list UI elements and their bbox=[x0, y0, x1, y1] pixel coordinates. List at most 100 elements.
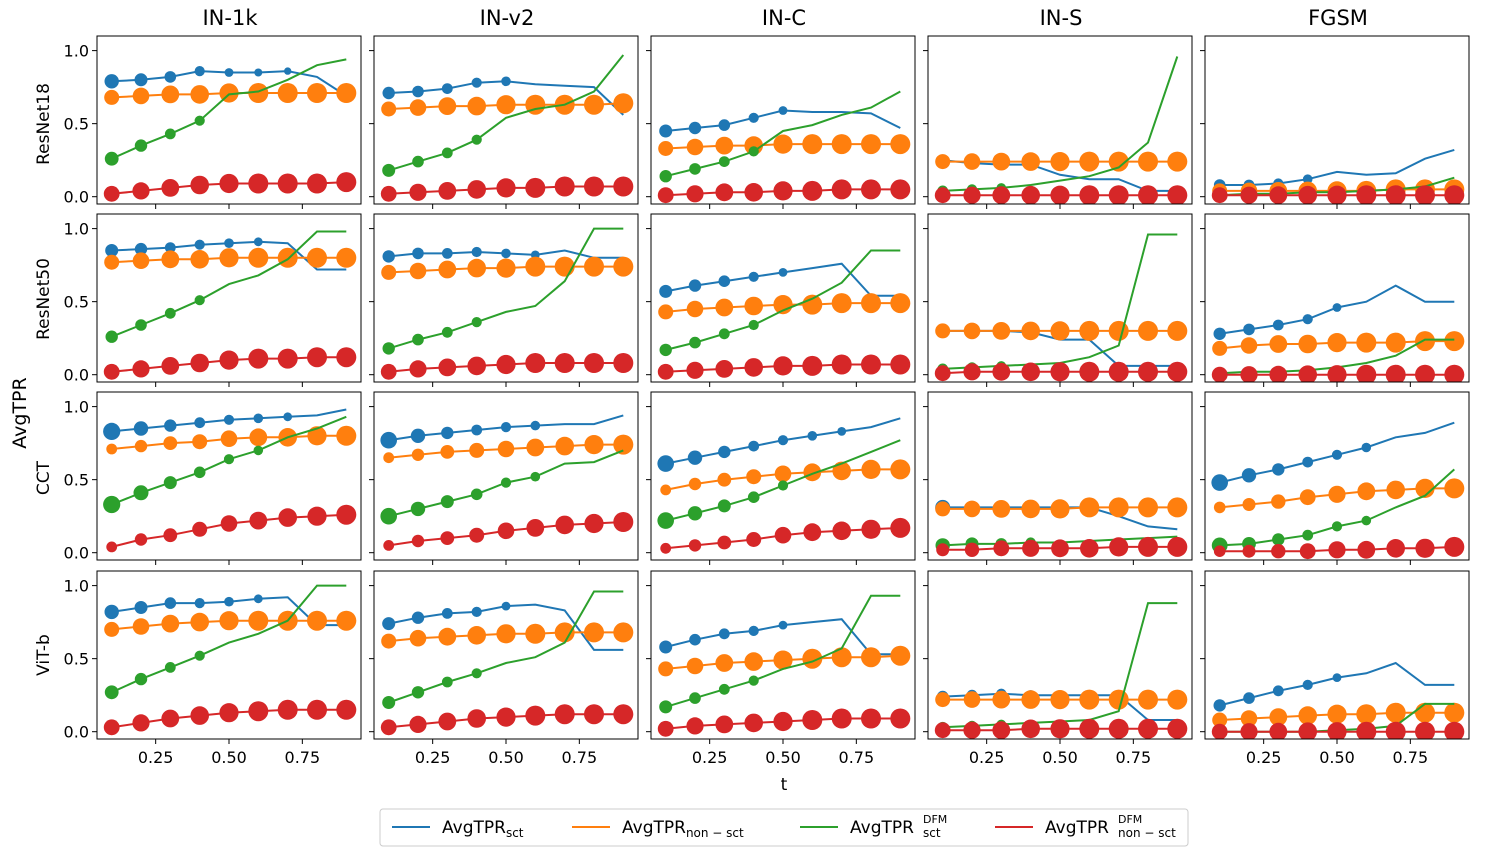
data-point-dfm-non-sct bbox=[1240, 186, 1258, 204]
data-point-dfm-non-sct bbox=[1050, 362, 1070, 382]
data-point-dfm-non-sct bbox=[1444, 185, 1465, 204]
data-point-non-sct bbox=[134, 439, 148, 453]
data-point-sct bbox=[1302, 679, 1313, 691]
data-point-dfm-non-sct bbox=[1298, 365, 1317, 382]
column-title: IN-1k bbox=[202, 6, 258, 30]
data-point-non-sct bbox=[1415, 331, 1435, 352]
y-tick-label: 0.0 bbox=[64, 723, 89, 742]
data-point-non-sct bbox=[1328, 485, 1346, 503]
svg-text:AvgTPRsct: AvgTPRsct bbox=[442, 818, 524, 840]
data-point-non-sct bbox=[963, 322, 981, 340]
data-point-dfm-sct bbox=[689, 336, 701, 349]
data-point-sct bbox=[223, 414, 235, 425]
data-point-sct bbox=[441, 248, 453, 259]
legend: AvgTPRsct AvgTPRnon − sct AvgTPR DFM sct… bbox=[379, 808, 1189, 847]
data-point-non-sct bbox=[584, 435, 604, 455]
data-point-sct bbox=[718, 275, 731, 288]
data-point-dfm-non-sct bbox=[307, 347, 327, 368]
data-point-dfm-sct bbox=[659, 343, 672, 357]
data-point-dfm-sct bbox=[103, 495, 121, 514]
panel-ResNet18-IN-S bbox=[923, 35, 1193, 209]
data-point-sct bbox=[441, 83, 453, 94]
data-point-non-sct bbox=[336, 610, 357, 631]
data-point-non-sct bbox=[861, 647, 881, 668]
data-point-non-sct bbox=[161, 85, 180, 104]
data-point-non-sct bbox=[1269, 335, 1288, 353]
data-point-non-sct bbox=[1212, 712, 1228, 728]
data-point-dfm-non-sct bbox=[1357, 540, 1376, 559]
data-point-sct bbox=[224, 596, 234, 607]
data-point-dfm-non-sct bbox=[657, 363, 674, 380]
data-point-sct bbox=[1331, 449, 1343, 460]
data-point-sct bbox=[659, 284, 673, 298]
data-point-sct bbox=[224, 68, 234, 77]
data-point-sct bbox=[382, 250, 395, 263]
data-point-dfm-non-sct bbox=[525, 177, 546, 198]
x-tick-label: 0.25 bbox=[692, 748, 728, 767]
data-point-non-sct bbox=[248, 610, 269, 631]
data-point-sct bbox=[837, 427, 847, 436]
data-point-dfm-non-sct bbox=[1240, 366, 1258, 382]
legend-superscript: DFM bbox=[1118, 813, 1142, 826]
data-point-sct bbox=[253, 594, 263, 604]
data-point-non-sct bbox=[1298, 706, 1317, 725]
data-point-dfm-sct bbox=[164, 662, 176, 673]
data-point-non-sct bbox=[525, 256, 546, 277]
data-point-dfm-non-sct bbox=[496, 707, 516, 727]
data-point-sct bbox=[1272, 685, 1284, 697]
panel-CCT-FGSM bbox=[1200, 391, 1470, 565]
data-point-non-sct bbox=[992, 152, 1011, 171]
data-point-non-sct bbox=[660, 484, 672, 496]
data-point-dfm-non-sct bbox=[409, 360, 427, 378]
data-point-dfm-non-sct bbox=[525, 705, 546, 726]
data-point-dfm-non-sct bbox=[1356, 721, 1377, 739]
data-point-dfm-non-sct bbox=[613, 176, 634, 197]
data-point-non-sct bbox=[1079, 320, 1100, 341]
data-point-sct bbox=[1243, 692, 1255, 704]
data-point-dfm-sct bbox=[1272, 533, 1285, 546]
data-point-sct bbox=[104, 604, 119, 620]
data-point-sct bbox=[748, 112, 759, 123]
data-point-non-sct bbox=[861, 293, 881, 314]
y-tick-label: 0.0 bbox=[64, 544, 89, 563]
data-point-dfm-non-sct bbox=[134, 533, 148, 546]
data-point-dfm-non-sct bbox=[1211, 187, 1228, 204]
data-point-non-sct bbox=[1356, 704, 1377, 725]
data-point-dfm-sct bbox=[412, 155, 424, 168]
x-tick-label: 0.50 bbox=[765, 748, 801, 767]
plot-area bbox=[657, 594, 911, 737]
data-point-dfm-non-sct bbox=[1167, 718, 1188, 739]
data-point-dfm-non-sct bbox=[1138, 718, 1158, 739]
data-point-dfm-non-sct bbox=[219, 703, 239, 723]
data-point-dfm-sct bbox=[717, 499, 731, 513]
data-point-non-sct bbox=[715, 654, 734, 672]
data-point-non-sct bbox=[248, 83, 269, 103]
data-point-non-sct bbox=[132, 87, 150, 105]
data-point-non-sct bbox=[1050, 690, 1070, 710]
panel-ResNet18-IN-C bbox=[646, 35, 916, 209]
data-point-dfm-non-sct bbox=[890, 708, 911, 729]
data-point-sct bbox=[104, 74, 119, 89]
plot-area bbox=[103, 230, 357, 380]
data-point-dfm-sct bbox=[194, 115, 205, 126]
data-point-dfm-sct bbox=[105, 330, 118, 343]
data-point-dfm-non-sct bbox=[1213, 545, 1226, 557]
data-point-dfm-non-sct bbox=[890, 517, 911, 538]
y-tick-label: 1.0 bbox=[64, 398, 89, 417]
data-point-sct bbox=[718, 119, 731, 131]
data-point-dfm-non-sct bbox=[438, 182, 457, 200]
data-point-sct bbox=[194, 239, 205, 250]
data-point-dfm-non-sct bbox=[890, 179, 911, 200]
panel-background bbox=[374, 36, 638, 204]
data-point-non-sct bbox=[132, 618, 150, 635]
data-point-dfm-non-sct bbox=[1356, 185, 1377, 204]
data-point-non-sct bbox=[467, 96, 487, 116]
legend-entry-dfm-non-sct: AvgTPR DFM non − sct bbox=[995, 813, 1176, 840]
data-point-dfm-sct bbox=[134, 672, 148, 686]
data-point-sct bbox=[659, 124, 673, 138]
plot-area bbox=[1211, 148, 1465, 204]
data-point-dfm-sct bbox=[748, 146, 759, 157]
y-tick-label: 0.5 bbox=[64, 293, 89, 312]
panel-background bbox=[928, 214, 1192, 382]
data-point-non-sct bbox=[774, 465, 792, 483]
